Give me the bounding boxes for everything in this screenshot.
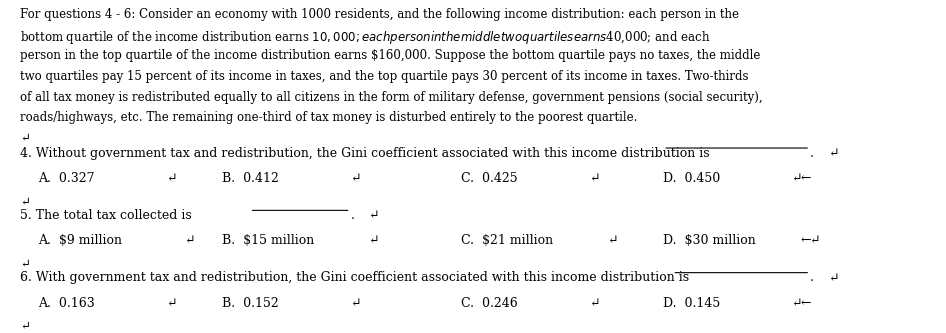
Text: ↵: ↵ bbox=[369, 209, 379, 222]
Text: C.  0.246: C. 0.246 bbox=[461, 296, 517, 310]
Text: B.  0.412: B. 0.412 bbox=[222, 172, 283, 185]
Text: ↵: ↵ bbox=[20, 196, 29, 209]
Text: ↵: ↵ bbox=[166, 296, 177, 310]
Text: C.  0.425: C. 0.425 bbox=[461, 172, 517, 185]
Text: For questions 4 - 6: Consider an economy with 1000 residents, and the following : For questions 4 - 6: Consider an economy… bbox=[20, 8, 739, 21]
Text: ↵: ↵ bbox=[589, 296, 600, 310]
Text: B.  0.152: B. 0.152 bbox=[222, 296, 279, 310]
Text: ↵: ↵ bbox=[829, 147, 839, 160]
Text: .: . bbox=[810, 147, 815, 160]
Text: B.  $15 million: B. $15 million bbox=[222, 234, 314, 247]
Text: ↵: ↵ bbox=[608, 234, 619, 247]
Text: roads/highways, etc. The remaining one-third of tax money is disturbed entirely : roads/highways, etc. The remaining one-t… bbox=[20, 112, 638, 125]
Text: ↵: ↵ bbox=[369, 234, 379, 247]
Text: D.  0.145: D. 0.145 bbox=[663, 296, 721, 310]
Text: ←: ← bbox=[801, 172, 812, 185]
Text: ↵: ↵ bbox=[829, 271, 839, 284]
Text: two quartiles pay 15 percent of its income in taxes, and the top quartile pays 3: two quartiles pay 15 percent of its inco… bbox=[20, 70, 748, 83]
Text: A.  0.163: A. 0.163 bbox=[38, 296, 95, 310]
Text: 4. Without government tax and redistribution, the Gini coefficient associated wi: 4. Without government tax and redistribu… bbox=[20, 147, 713, 160]
Text: bottom quartile of the income distribution earns $10,000; each person in the mid: bottom quartile of the income distributi… bbox=[20, 29, 710, 46]
Text: ↵: ↵ bbox=[185, 234, 196, 247]
Text: A.  $9 million: A. $9 million bbox=[38, 234, 122, 247]
Text: 6. With government tax and redistribution, the Gini coefficient associated with : 6. With government tax and redistributio… bbox=[20, 271, 692, 284]
Text: ↵: ↵ bbox=[166, 172, 177, 185]
Text: C.  $21 million: C. $21 million bbox=[461, 234, 553, 247]
Text: .: . bbox=[351, 209, 355, 222]
Text: 5. The total tax collected is: 5. The total tax collected is bbox=[20, 209, 196, 222]
Text: D.  0.450: D. 0.450 bbox=[663, 172, 721, 185]
Text: ↵: ↵ bbox=[20, 258, 29, 271]
Text: A.  0.327: A. 0.327 bbox=[38, 172, 95, 185]
Text: ↵: ↵ bbox=[351, 296, 361, 310]
Text: D.  $30 million: D. $30 million bbox=[663, 234, 756, 247]
Text: ↵: ↵ bbox=[351, 172, 361, 185]
Text: ←: ← bbox=[801, 296, 812, 310]
Text: ↵: ↵ bbox=[810, 234, 821, 247]
Text: ↵: ↵ bbox=[20, 320, 29, 333]
Text: ↵: ↵ bbox=[589, 172, 600, 185]
Text: person in the top quartile of the income distribution earns $160,000. Suppose th: person in the top quartile of the income… bbox=[20, 49, 761, 62]
Text: ↵: ↵ bbox=[20, 132, 29, 145]
Text: of all tax money is redistributed equally to all citizens in the form of militar: of all tax money is redistributed equall… bbox=[20, 91, 762, 104]
Text: ←: ← bbox=[801, 234, 812, 247]
Text: ↵: ↵ bbox=[792, 172, 802, 185]
Text: .: . bbox=[810, 271, 815, 284]
Text: ↵: ↵ bbox=[792, 296, 802, 310]
